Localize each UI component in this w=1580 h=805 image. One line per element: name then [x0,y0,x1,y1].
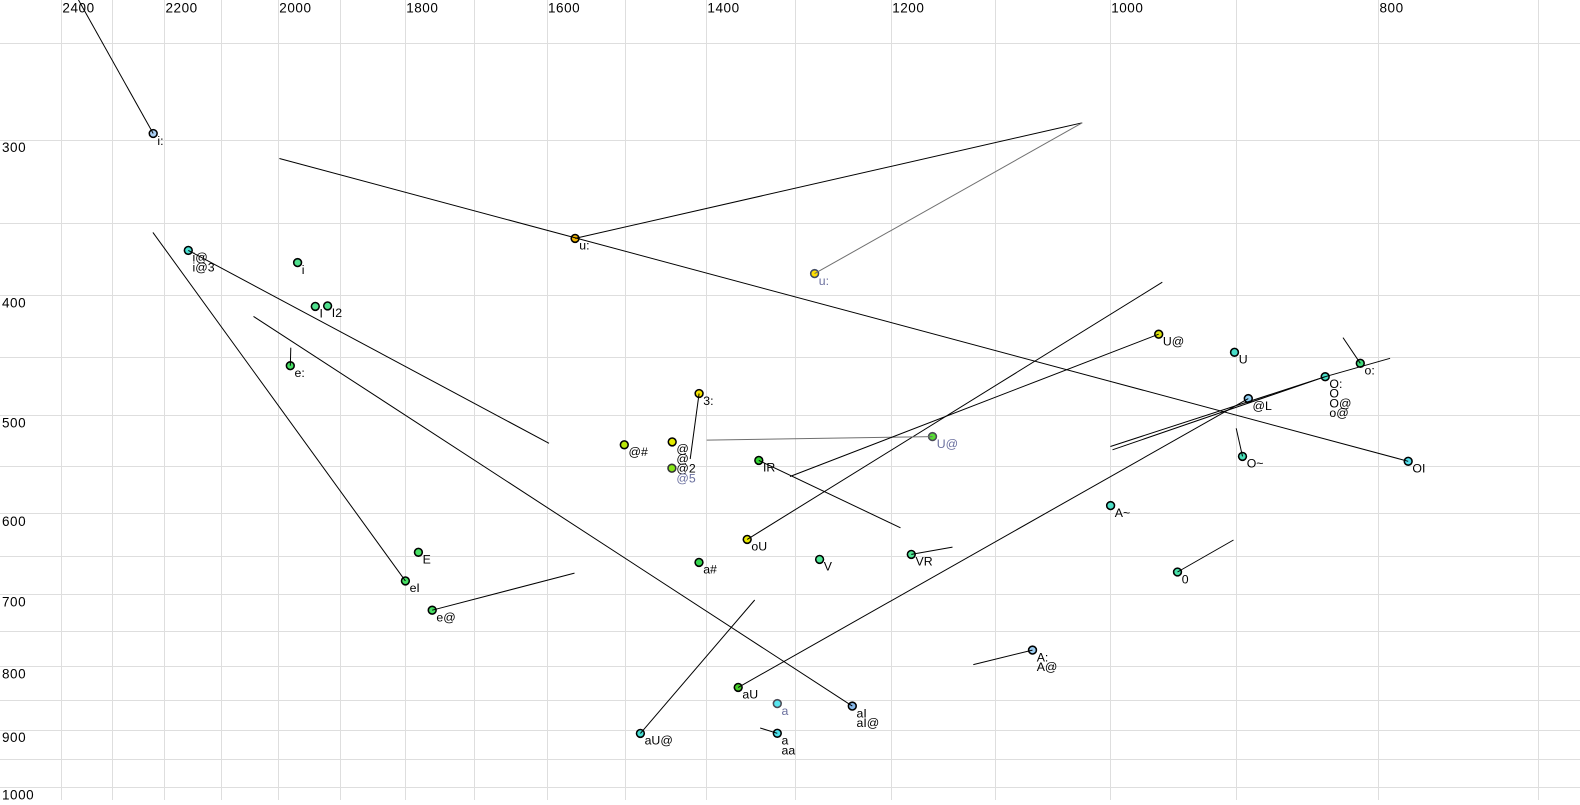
svg-text:@L: @L [1253,399,1272,413]
svg-text:aa: aa [782,743,796,757]
svg-text:u:: u: [579,239,589,253]
svg-text:U@: U@ [937,437,958,451]
svg-text:VR: VR [916,555,933,569]
svg-text:700: 700 [2,595,26,610]
svg-text:a: a [782,704,789,718]
svg-text:i: i [302,263,305,277]
svg-text:i@: i@ [193,251,208,265]
svg-text:A~: A~ [1115,506,1130,520]
svg-text:@#: @# [629,445,648,459]
svg-text:OI: OI [1412,462,1425,476]
svg-text:O: O [1329,387,1339,401]
svg-text:I2: I2 [332,306,342,320]
svg-text:u:: u: [819,274,829,288]
svg-text:@: @ [676,442,688,456]
svg-text:@2: @2 [676,462,695,476]
svg-text:O~: O~ [1247,457,1264,471]
svg-text:O:: O: [1329,377,1342,391]
svg-text:300: 300 [2,140,26,155]
svg-text:3:: 3: [703,394,713,408]
svg-text:@: @ [676,452,688,466]
svg-text:aI@: aI@ [857,716,880,730]
svg-text:IR: IR [763,461,775,475]
svg-text:1000: 1000 [1111,0,1143,15]
svg-text:2000: 2000 [279,0,311,15]
svg-text:2400: 2400 [62,0,94,15]
svg-text:400: 400 [2,295,26,310]
svg-text:i@3: i@3 [193,260,215,274]
svg-text:@5: @5 [676,471,695,485]
svg-text:1000: 1000 [2,787,34,800]
svg-text:a#: a# [703,563,717,577]
svg-text:1400: 1400 [707,0,739,15]
svg-text:e:: e: [295,366,305,380]
svg-text:U: U [1239,353,1248,367]
svg-text:1200: 1200 [892,0,924,15]
svg-text:a: a [782,734,789,748]
svg-text:500: 500 [2,415,26,430]
svg-text:o:: o: [1365,364,1375,378]
svg-text:oU: oU [751,540,767,554]
svg-text:I: I [320,307,323,321]
svg-text:U@: U@ [1163,335,1184,349]
svg-text:E: E [423,553,431,567]
svg-text:V: V [824,560,833,574]
svg-text:A@: A@ [1037,660,1058,674]
svg-text:800: 800 [2,666,26,681]
svg-text:O@: O@ [1329,396,1351,410]
svg-text:1600: 1600 [548,0,580,15]
svg-text:i:: i: [157,134,163,148]
svg-text:2200: 2200 [166,0,198,15]
svg-text:900: 900 [2,730,26,745]
svg-text:eI: eI [410,581,420,595]
svg-text:e@: e@ [436,611,455,625]
svg-text:800: 800 [1380,0,1404,15]
svg-text:A:: A: [1037,650,1049,664]
svg-text:aU@: aU@ [645,734,673,748]
svg-text:600: 600 [2,514,26,529]
svg-text:aU: aU [742,688,758,702]
svg-text:o@: o@ [1329,406,1348,420]
svg-text:0: 0 [1182,572,1189,586]
svg-text:aI: aI [857,706,867,720]
svg-text:1800: 1800 [406,0,438,15]
